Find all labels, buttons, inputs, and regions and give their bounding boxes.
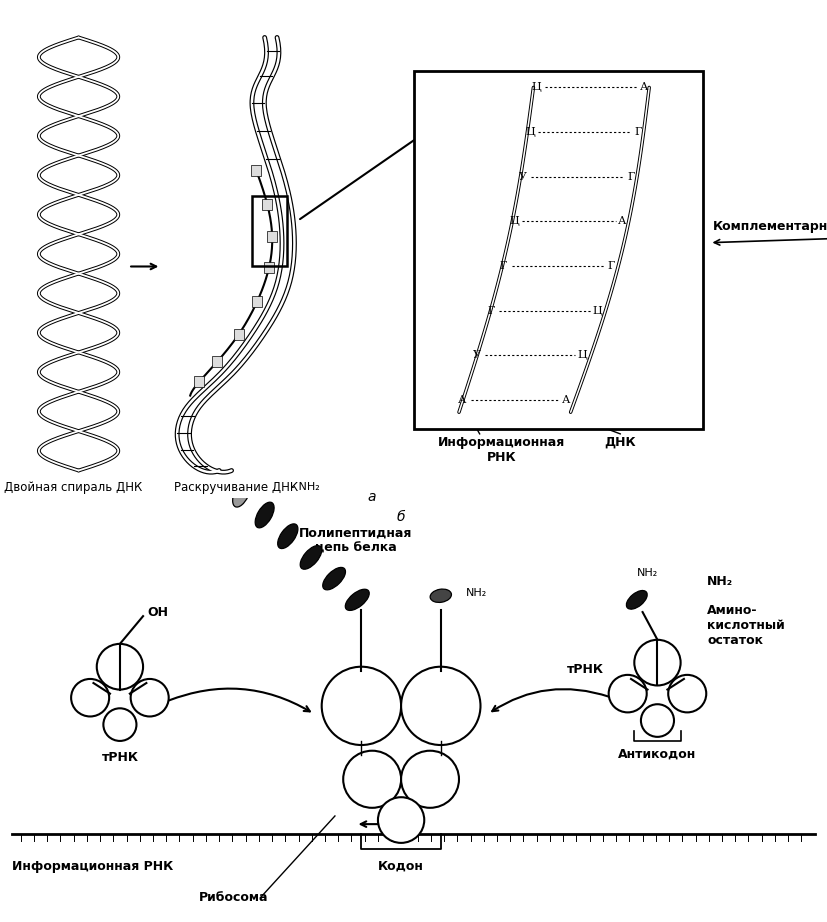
Bar: [252, 195, 287, 266]
Bar: [233, 329, 243, 340]
Text: Информационная РНК: Информационная РНК: [12, 860, 174, 873]
Text: NH₂: NH₂: [707, 575, 734, 588]
Text: Амино-
кислотный
остаток: Амино- кислотный остаток: [707, 604, 785, 647]
Circle shape: [322, 667, 401, 745]
Text: Раскручивание ДНК: Раскручивание ДНК: [174, 481, 298, 494]
Circle shape: [609, 675, 647, 713]
Bar: [252, 296, 262, 307]
Ellipse shape: [232, 480, 251, 507]
Text: Полипептидная
цепь белка: Полипептидная цепь белка: [299, 526, 413, 554]
Circle shape: [131, 679, 169, 716]
Text: тРНК: тРНК: [566, 663, 604, 676]
Text: ДНК: ДНК: [605, 435, 636, 448]
Text: Г: Г: [487, 305, 495, 315]
Circle shape: [97, 644, 143, 690]
Text: Ц: Ц: [532, 82, 542, 92]
Text: А: А: [458, 395, 466, 405]
Circle shape: [103, 708, 136, 741]
Text: А: А: [618, 217, 626, 226]
Text: Антикодон: Антикодон: [619, 748, 696, 761]
Bar: [414, 71, 703, 429]
Text: Ц: Ц: [509, 217, 519, 226]
Circle shape: [401, 751, 459, 808]
Text: А: А: [562, 395, 570, 405]
Text: Информационная
РНК: Информационная РНК: [438, 435, 566, 464]
Text: Ц: Ц: [577, 350, 587, 361]
Circle shape: [378, 798, 424, 843]
Text: Г: Г: [607, 261, 614, 271]
Text: У: У: [519, 171, 527, 182]
Bar: [251, 165, 261, 176]
Text: NH₂: NH₂: [466, 588, 487, 598]
Text: Рибосома: Рибосома: [198, 891, 268, 904]
Ellipse shape: [346, 589, 369, 610]
Text: Г: Г: [634, 127, 642, 137]
Ellipse shape: [300, 546, 322, 569]
Ellipse shape: [278, 524, 298, 549]
Text: Комплементарность: Комплементарность: [713, 219, 827, 232]
Circle shape: [401, 667, 480, 745]
Circle shape: [71, 679, 109, 716]
Text: ОН: ОН: [147, 606, 168, 619]
Bar: [213, 356, 222, 367]
Text: Ц: Ц: [593, 305, 602, 315]
Text: Двойная спираль ДНК: Двойная спираль ДНК: [4, 481, 142, 494]
Circle shape: [641, 704, 674, 737]
Ellipse shape: [256, 502, 274, 528]
Bar: [262, 199, 272, 210]
Text: тРНК: тРНК: [102, 751, 138, 763]
Text: Г: Г: [628, 171, 635, 182]
Bar: [264, 262, 274, 273]
Text: а: а: [368, 490, 376, 503]
Circle shape: [634, 640, 681, 685]
Ellipse shape: [626, 590, 648, 609]
Text: NH₂: NH₂: [637, 568, 658, 578]
Ellipse shape: [323, 567, 346, 590]
Text: - NH₂: - NH₂: [291, 482, 320, 492]
Text: Кодон: Кодон: [378, 860, 424, 873]
Text: Ц: Ц: [525, 127, 535, 137]
Circle shape: [668, 675, 706, 713]
Text: А: А: [640, 82, 648, 92]
Text: Г: Г: [500, 261, 507, 271]
Ellipse shape: [430, 589, 452, 602]
Bar: [267, 230, 277, 242]
Bar: [194, 376, 204, 387]
Text: У: У: [473, 350, 481, 361]
Circle shape: [343, 751, 401, 808]
Text: б: б: [397, 510, 405, 524]
